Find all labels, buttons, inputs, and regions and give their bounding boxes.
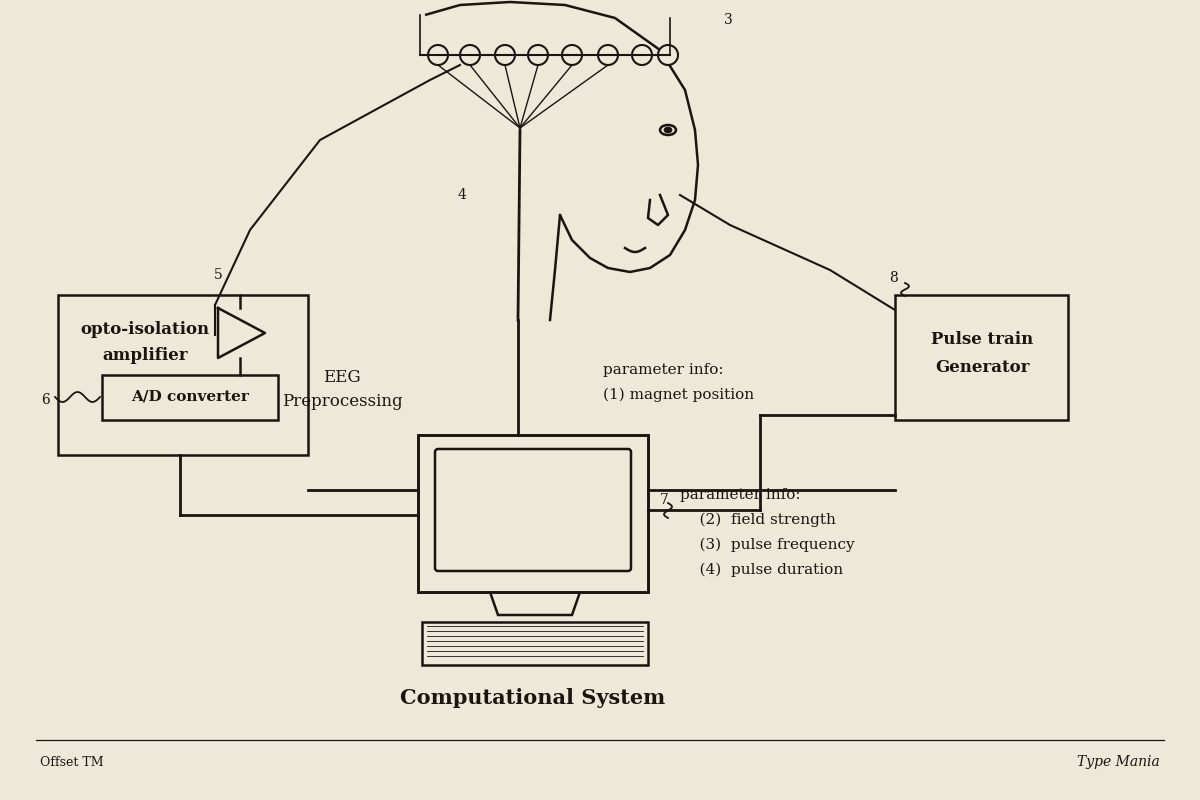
Text: (4)  pulse duration: (4) pulse duration [680, 563, 844, 577]
Text: Computational System: Computational System [401, 688, 666, 708]
Text: parameter info:: parameter info: [680, 488, 800, 502]
FancyBboxPatch shape [436, 449, 631, 571]
Circle shape [460, 45, 480, 65]
Text: (2)  field strength: (2) field strength [680, 513, 836, 527]
Circle shape [598, 45, 618, 65]
Text: opto-isolation: opto-isolation [80, 322, 210, 338]
Bar [58, 295, 308, 455]
Bar [418, 435, 648, 592]
Text: A/D converter: A/D converter [131, 390, 248, 404]
Text: 4: 4 [457, 188, 467, 202]
Text: 6: 6 [41, 393, 49, 407]
Text: 5: 5 [214, 268, 222, 282]
Ellipse shape [664, 127, 672, 133]
Bar [422, 622, 648, 665]
Text: Preprocessing: Preprocessing [282, 394, 402, 410]
Text: Pulse train: Pulse train [931, 331, 1033, 349]
Text: 3: 3 [724, 13, 732, 27]
Text: parameter info:: parameter info: [604, 363, 724, 377]
Text: Generator: Generator [935, 359, 1030, 377]
Text: EEG: EEG [323, 370, 361, 386]
Circle shape [428, 45, 448, 65]
Circle shape [562, 45, 582, 65]
Text: amplifier: amplifier [102, 346, 188, 363]
Circle shape [632, 45, 652, 65]
Text: Type Mania: Type Mania [1078, 755, 1160, 769]
Circle shape [528, 45, 548, 65]
Text: 8: 8 [889, 271, 898, 285]
Text: Offset TM: Offset TM [40, 755, 103, 769]
Text: (1) magnet position: (1) magnet position [604, 388, 754, 402]
Circle shape [496, 45, 515, 65]
Text: (3)  pulse frequency: (3) pulse frequency [680, 538, 854, 552]
Circle shape [658, 45, 678, 65]
Bar [895, 295, 1068, 420]
Bar [102, 375, 278, 420]
Text: 7: 7 [660, 493, 668, 507]
